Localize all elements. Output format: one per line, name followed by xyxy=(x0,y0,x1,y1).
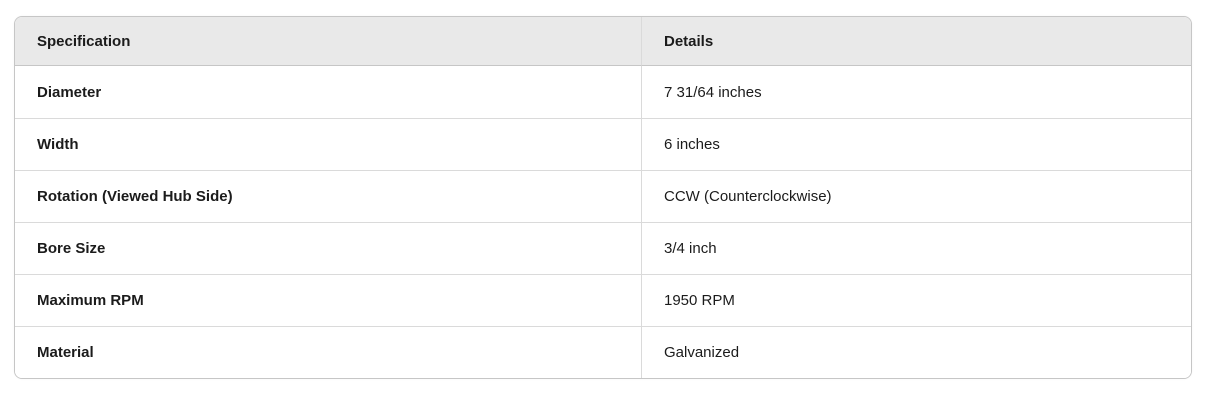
spec-cell: Width xyxy=(15,118,641,170)
detail-cell: 6 inches xyxy=(641,118,1191,170)
table-row: Bore Size 3/4 inch xyxy=(15,222,1191,274)
table-row: Maximum RPM 1950 RPM xyxy=(15,274,1191,326)
column-header-specification: Specification xyxy=(15,17,641,66)
header-row: Specification Details xyxy=(15,17,1191,66)
detail-cell: Galvanized xyxy=(641,326,1191,378)
spec-cell: Rotation (Viewed Hub Side) xyxy=(15,170,641,222)
table-row: Material Galvanized xyxy=(15,326,1191,378)
spec-cell: Diameter xyxy=(15,66,641,118)
detail-cell: 3/4 inch xyxy=(641,222,1191,274)
spec-cell: Material xyxy=(15,326,641,378)
table-row: Rotation (Viewed Hub Side) CCW (Counterc… xyxy=(15,170,1191,222)
table-body: Diameter 7 31/64 inches Width 6 inches R… xyxy=(15,66,1191,378)
detail-cell: CCW (Counterclockwise) xyxy=(641,170,1191,222)
specifications-table-card: Specification Details Diameter 7 31/64 i… xyxy=(14,16,1192,379)
spec-cell: Bore Size xyxy=(15,222,641,274)
spec-cell: Maximum RPM xyxy=(15,274,641,326)
table-row: Diameter 7 31/64 inches xyxy=(15,66,1191,118)
specifications-table: Specification Details Diameter 7 31/64 i… xyxy=(15,17,1191,378)
detail-cell: 7 31/64 inches xyxy=(641,66,1191,118)
column-header-details: Details xyxy=(641,17,1191,66)
detail-cell: 1950 RPM xyxy=(641,274,1191,326)
table-row: Width 6 inches xyxy=(15,118,1191,170)
table-header: Specification Details xyxy=(15,17,1191,66)
